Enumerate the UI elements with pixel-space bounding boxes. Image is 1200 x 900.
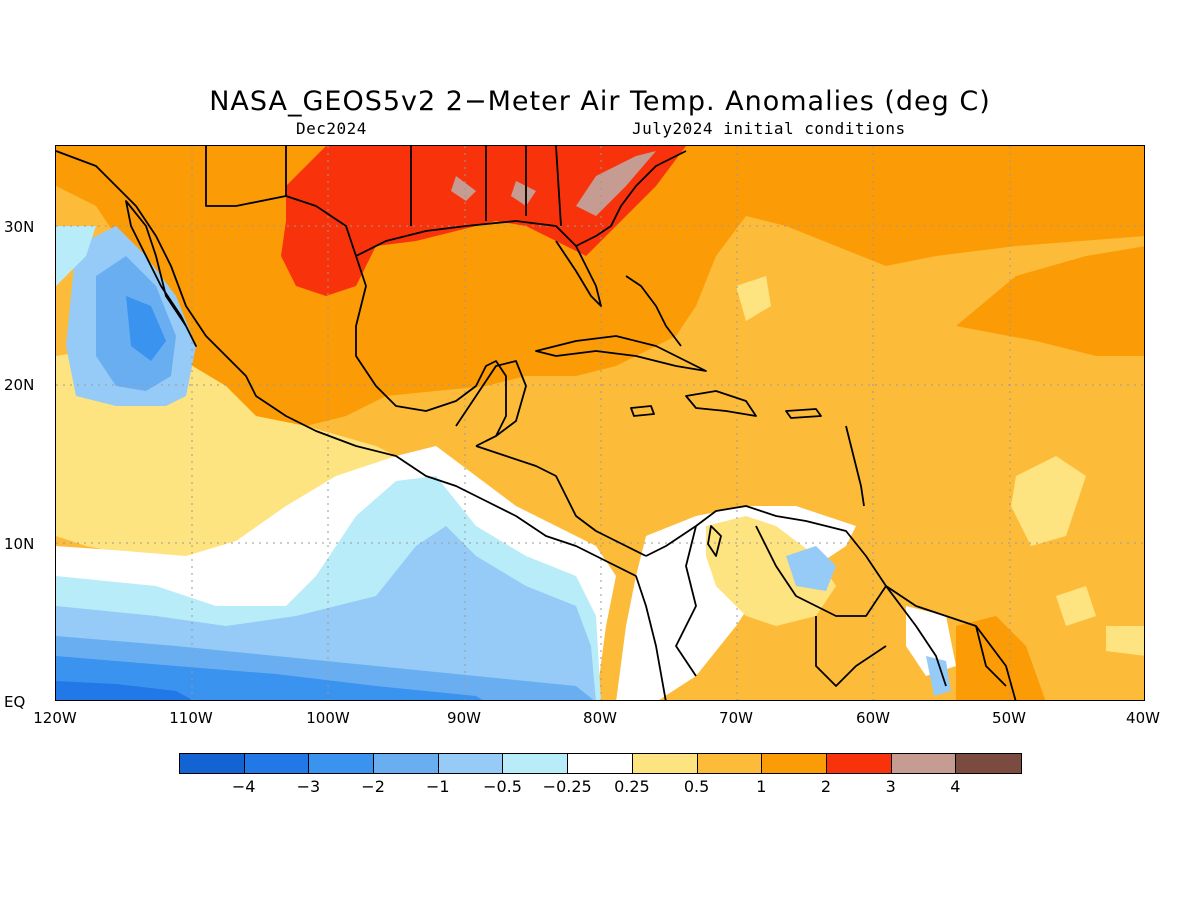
x-tick-70w: 70W bbox=[719, 709, 753, 727]
y-tick-20n: 20N bbox=[4, 376, 35, 394]
legend-swatch bbox=[697, 754, 763, 773]
y-tick-eq: EQ bbox=[4, 693, 26, 711]
anomaly-region-neg2-pacific bbox=[56, 656, 483, 700]
legend-label: 0.5 bbox=[683, 777, 710, 796]
legend-label: 1 bbox=[756, 777, 767, 796]
legend-label: −0.5 bbox=[483, 777, 522, 796]
coastlines bbox=[56, 146, 1017, 700]
legend-label: −0.25 bbox=[542, 777, 592, 796]
legend-swatch bbox=[956, 754, 1021, 773]
anomaly-region-1to2-east bbox=[956, 246, 1144, 356]
anomaly-region-neg3-pacific bbox=[56, 681, 193, 700]
legend-label: 2 bbox=[820, 777, 832, 796]
legend-label: 3 bbox=[885, 777, 896, 796]
chart-subtitle-date: Dec2024 bbox=[296, 119, 367, 138]
legend-swatch bbox=[632, 754, 698, 773]
legend-swatch bbox=[180, 754, 245, 773]
legend-label: 4 bbox=[950, 777, 961, 796]
legend-label: −2 bbox=[361, 777, 385, 796]
legend-swatch bbox=[374, 754, 439, 773]
x-tick-80w: 80W bbox=[583, 709, 617, 727]
legend-swatch bbox=[762, 754, 827, 773]
legend-label: −3 bbox=[296, 777, 321, 796]
x-tick-120w: 120W bbox=[33, 709, 77, 727]
anomaly-region-0.25to0.5-atlantic-c bbox=[1056, 586, 1096, 626]
chart-subtitle-init: July2024 initial conditions bbox=[632, 119, 906, 138]
anomaly-region-neg0.5-guiana bbox=[926, 656, 951, 696]
anomaly-map bbox=[56, 146, 1144, 700]
legend-swatch bbox=[891, 754, 957, 773]
legend-swatch bbox=[438, 754, 504, 773]
anomaly-region-3to4-b bbox=[451, 176, 476, 201]
color-legend bbox=[179, 753, 1022, 774]
x-tick-100w: 100W bbox=[306, 709, 350, 727]
anomaly-region-0to0.25-guiana bbox=[906, 606, 956, 676]
legend-swatch bbox=[244, 754, 310, 773]
legend-label: −1 bbox=[426, 777, 450, 796]
legend-swatch bbox=[309, 754, 375, 773]
anomaly-region-3to4-a bbox=[576, 151, 656, 216]
anomaly-region-0.25to0.5-atlantic-d bbox=[1106, 626, 1144, 656]
chart-title: NASA_GEOS5v2 2−Meter Air Temp. Anomalies… bbox=[209, 86, 991, 117]
x-tick-90w: 90W bbox=[447, 709, 481, 727]
legend-swatch bbox=[826, 754, 892, 773]
anomaly-region-0.25to0.5-atlantic-a bbox=[736, 276, 771, 321]
anomaly-region-neg2-baja bbox=[126, 296, 166, 361]
legend-label: −4 bbox=[231, 777, 256, 796]
anomaly-region-neg0.25-baja-edge bbox=[56, 226, 96, 286]
x-tick-110w: 110W bbox=[169, 709, 213, 727]
legend-swatch bbox=[503, 754, 569, 773]
anomaly-region-0.25to0.5-southamerica bbox=[706, 516, 836, 626]
x-tick-60w: 60W bbox=[856, 709, 890, 727]
map-frame bbox=[55, 145, 1145, 701]
anomaly-region-neg0.5-southamerica bbox=[786, 546, 836, 591]
legend-swatch bbox=[568, 754, 633, 773]
x-tick-50w: 50W bbox=[992, 709, 1026, 727]
anomaly-region-3to4-c bbox=[511, 181, 536, 206]
anomaly-region-2to3 bbox=[281, 146, 686, 296]
y-tick-10n: 10N bbox=[4, 535, 35, 553]
legend-label: 0.25 bbox=[614, 777, 650, 796]
x-tick-40w: 40W bbox=[1126, 709, 1160, 727]
grid-lines bbox=[56, 146, 1144, 700]
y-tick-30n: 30N bbox=[4, 218, 35, 236]
anomaly-region-0.25to0.5-atlantic-b bbox=[1011, 456, 1086, 546]
